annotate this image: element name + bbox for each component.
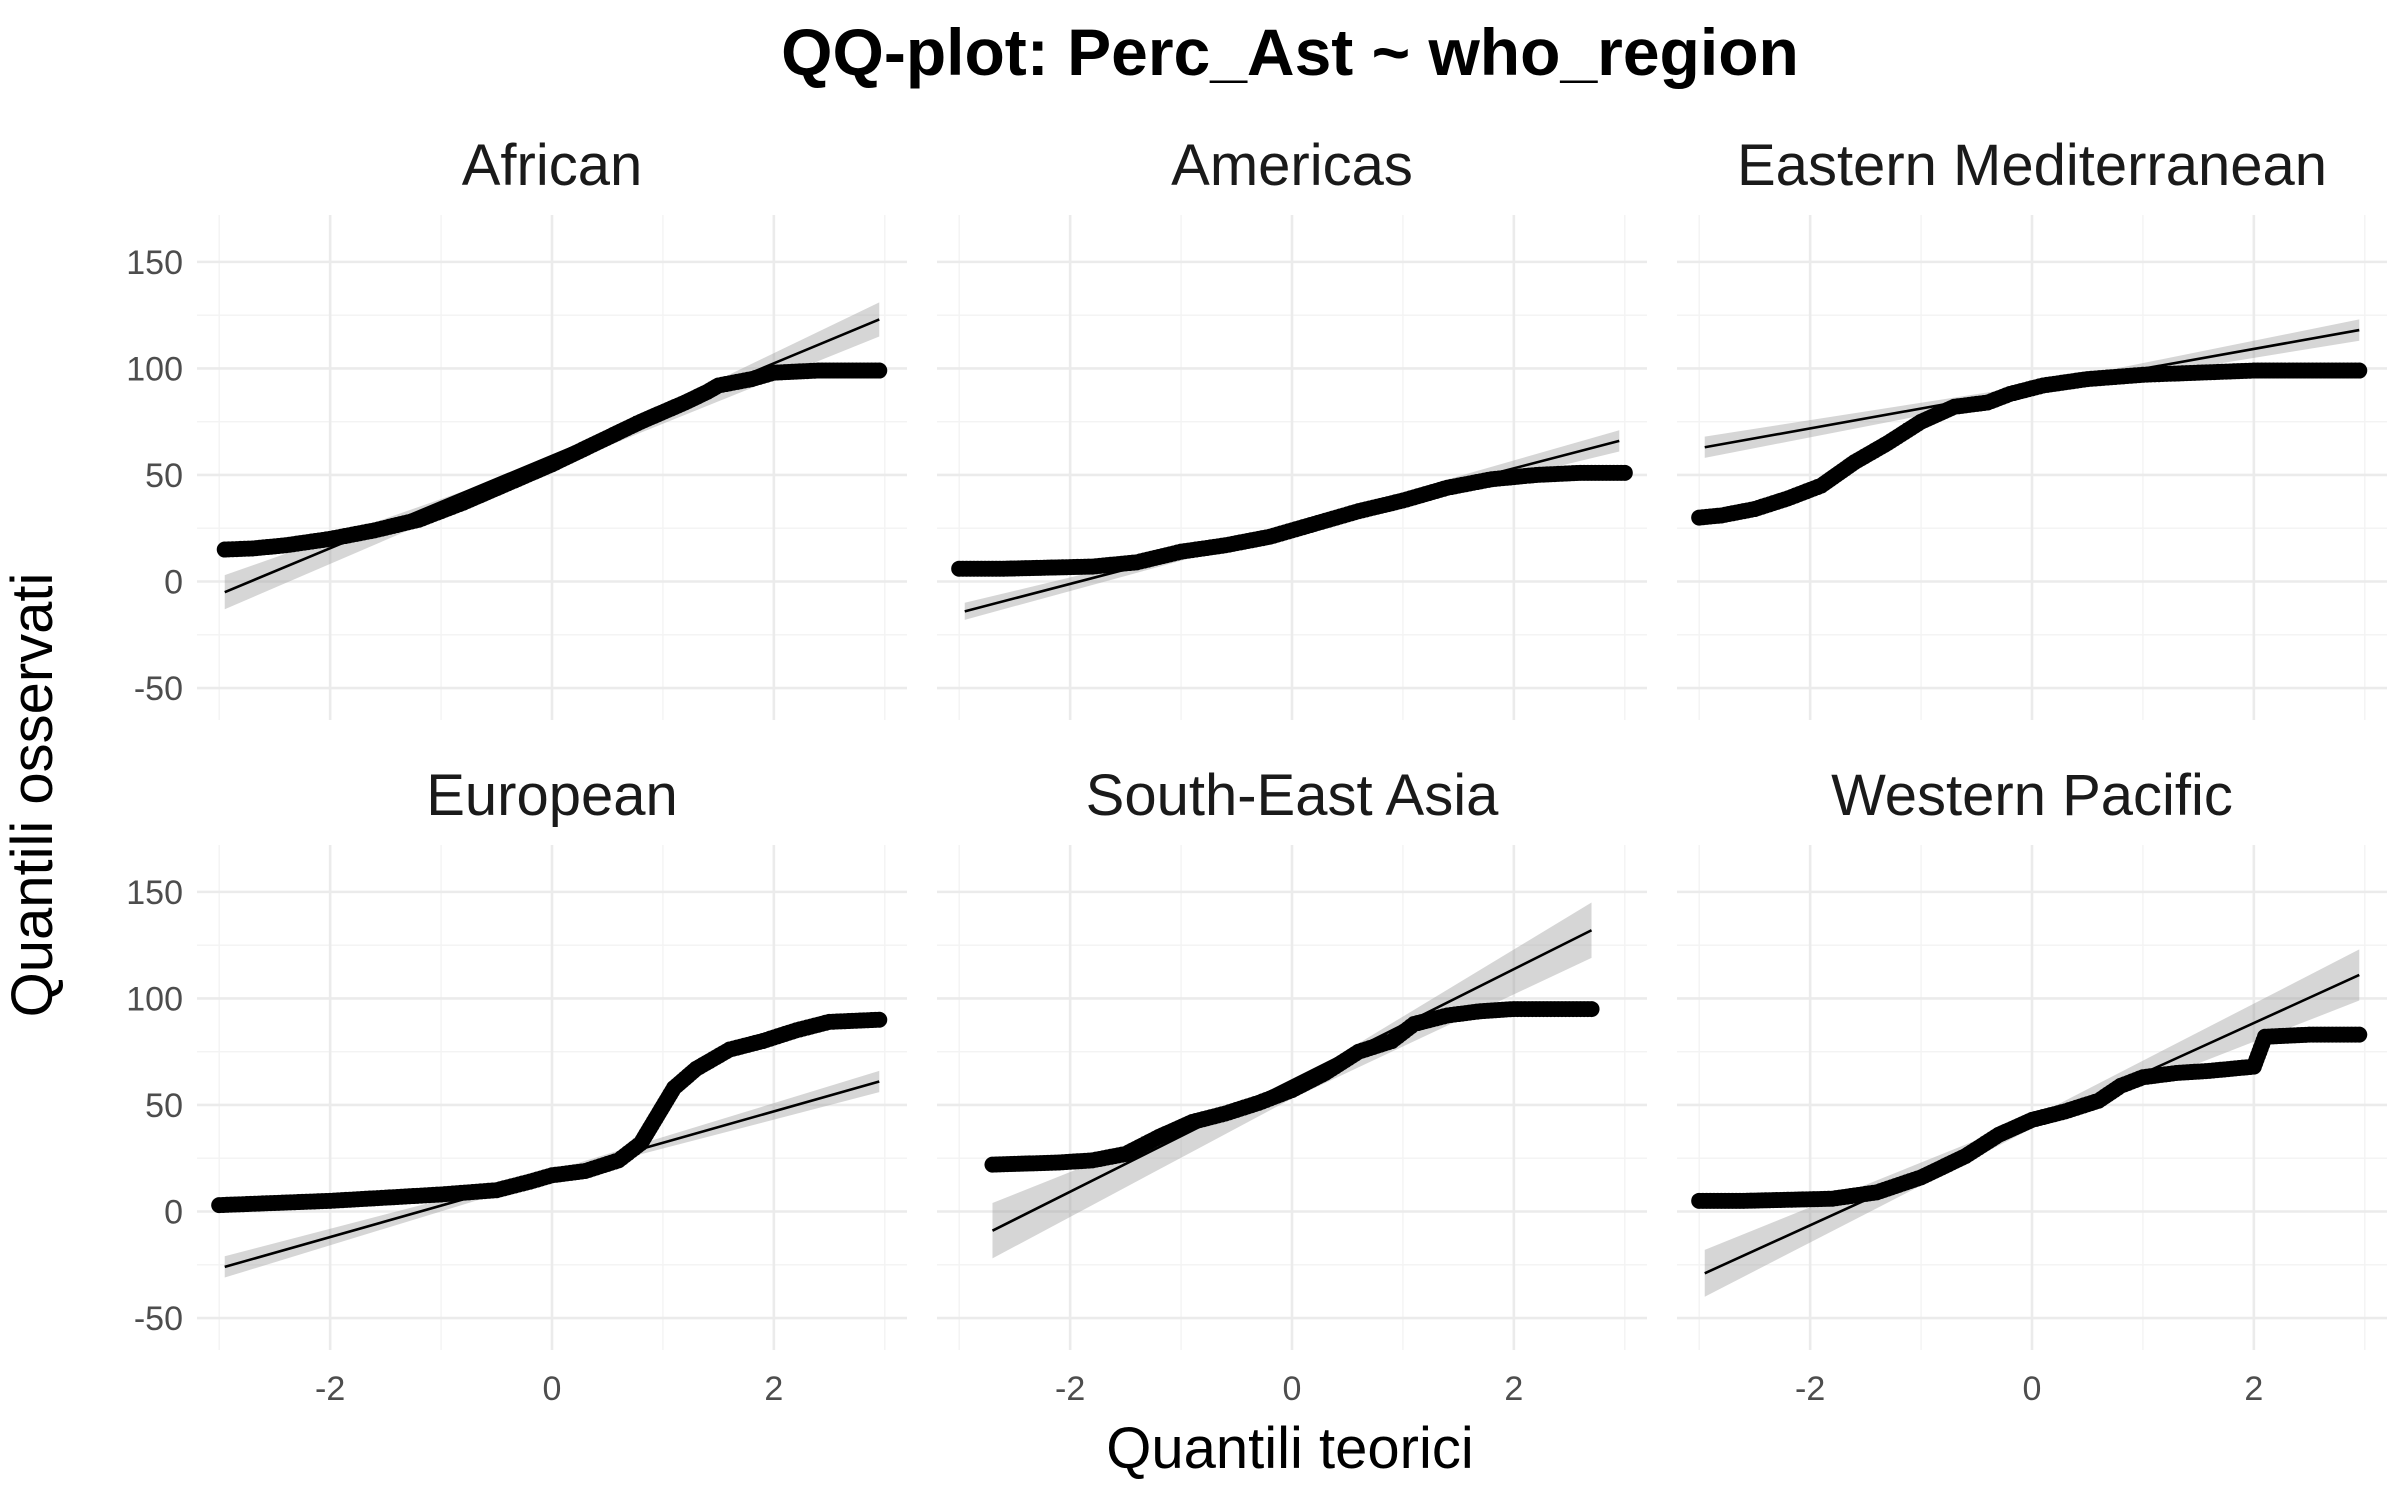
panel-strip-label: European bbox=[426, 763, 678, 828]
y-tick-label: 0 bbox=[164, 1193, 183, 1231]
points-eastern-mediterranean bbox=[1691, 362, 2368, 526]
panel-african: African -50 0 50 100 150 bbox=[126, 133, 907, 720]
y-tick-label: 50 bbox=[145, 457, 183, 495]
points-african bbox=[216, 362, 888, 558]
panel-americas: Americas bbox=[937, 133, 1647, 720]
points-european bbox=[211, 1011, 888, 1214]
panel-western-pacific: Western Pacific -2 0 2 bbox=[1677, 763, 2387, 1408]
y-tick-label: 100 bbox=[126, 980, 183, 1018]
panel-strip-label: Western Pacific bbox=[1831, 763, 2233, 828]
panel-strip-label: Americas bbox=[1171, 133, 1413, 198]
x-tick-label: 2 bbox=[2244, 1370, 2263, 1408]
panel-south-east-asia: South-East Asia -2 0 2 bbox=[937, 763, 1647, 1408]
points-western-pacific bbox=[1691, 1026, 2368, 1209]
points-south-east-asia bbox=[984, 1001, 1600, 1173]
y-tick-label: 150 bbox=[126, 244, 183, 282]
panel-eastern-mediterranean: Eastern Mediterranean bbox=[1677, 133, 2387, 720]
x-tick-label: 0 bbox=[1283, 1370, 1302, 1408]
x-axis-label: Quantili teorici bbox=[1106, 1416, 1473, 1481]
y-tick-label: 100 bbox=[126, 350, 183, 388]
data-point bbox=[2351, 362, 2368, 379]
y-tick-label: 0 bbox=[164, 563, 183, 601]
data-point bbox=[2351, 1026, 2368, 1043]
panel-european: European -50 0 50 100 150 -2 0 2 bbox=[126, 763, 907, 1408]
x-tick-label: -2 bbox=[315, 1370, 345, 1408]
panel-strip-label: African bbox=[462, 133, 643, 198]
y-tick-label: 50 bbox=[145, 1087, 183, 1125]
data-point bbox=[871, 362, 888, 379]
points-americas bbox=[951, 464, 1633, 577]
reference-line bbox=[991, 929, 1593, 1232]
x-tick-label: 2 bbox=[1504, 1370, 1523, 1408]
y-tick-label: -50 bbox=[134, 1300, 183, 1338]
data-point bbox=[1616, 464, 1633, 481]
x-tick-label: -2 bbox=[1795, 1370, 1825, 1408]
chart-title: QQ-plot: Perc_Ast ~ who_region bbox=[781, 15, 1799, 89]
y-tick-label: 150 bbox=[126, 874, 183, 912]
y-axis-label: Quantili osservati bbox=[0, 573, 65, 1018]
facet-panels: African -50 0 50 100 150 Americas Eastern Medit… bbox=[126, 133, 2387, 1408]
panel-strip-label: Eastern Mediterranean bbox=[1737, 133, 2327, 198]
panel-strip-label: South-East Asia bbox=[1086, 763, 1499, 828]
x-tick-label: 0 bbox=[543, 1370, 562, 1408]
data-point bbox=[1583, 1001, 1600, 1018]
confidence-band bbox=[992, 902, 1592, 1259]
x-tick-label: -2 bbox=[1055, 1370, 1085, 1408]
y-tick-label: -50 bbox=[134, 670, 183, 708]
data-point bbox=[871, 1011, 888, 1028]
x-tick-label: 0 bbox=[2023, 1370, 2042, 1408]
x-tick-label: 2 bbox=[764, 1370, 783, 1408]
